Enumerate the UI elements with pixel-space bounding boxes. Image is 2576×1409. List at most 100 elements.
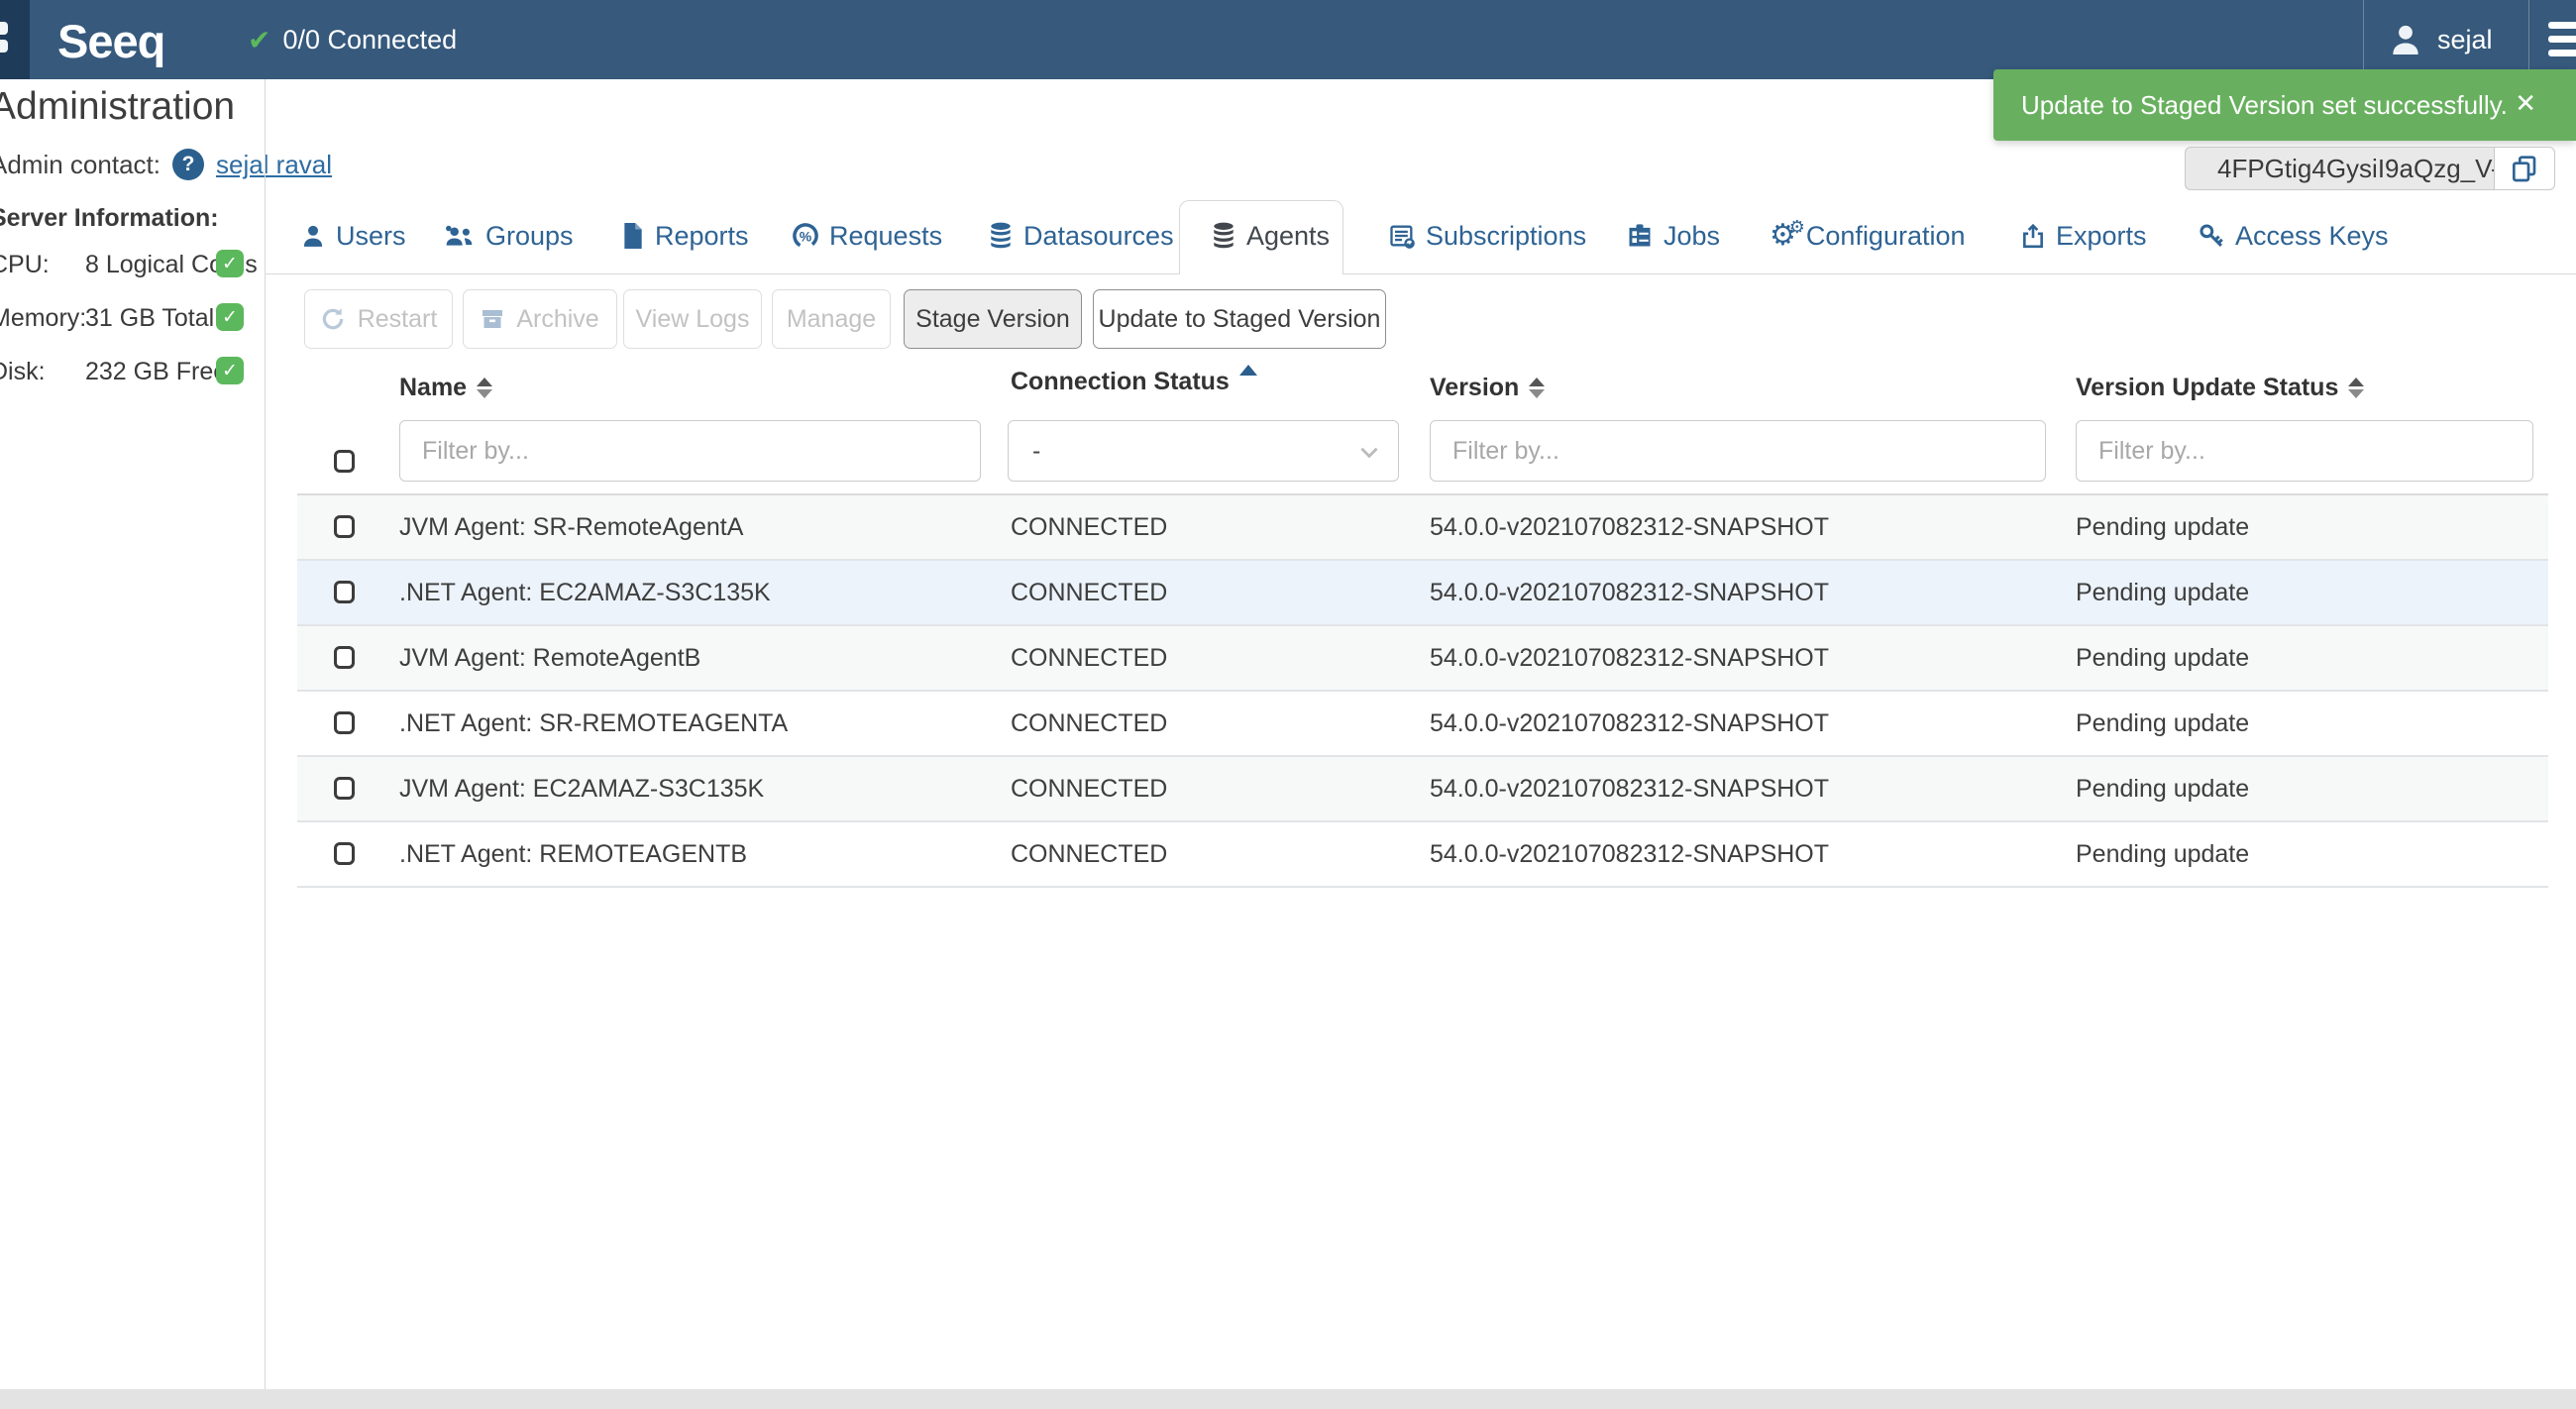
tab-exports[interactable]: Exports	[2020, 198, 2147, 273]
version-cell: 54.0.0-v202107082312-SNAPSHOT	[1430, 626, 1829, 692]
user-icon	[300, 223, 326, 249]
admin-contact-link[interactable]: sejal raval	[216, 150, 332, 180]
table-row[interactable]: .NET Agent: SR-REMOTEAGENTA CONNECTED 54…	[297, 692, 2548, 757]
toast-close-icon[interactable]: ✕	[2515, 89, 2536, 119]
connection-status-cell: CONNECTED	[1011, 822, 1167, 888]
copy-button[interactable]	[2494, 147, 2555, 190]
connection-status-cell: CONNECTED	[1011, 561, 1167, 626]
connection-status-cell: CONNECTED	[1011, 757, 1167, 822]
version-update-status-cell: Pending update	[2076, 626, 2249, 692]
user-menu[interactable]: sejal	[2388, 0, 2493, 79]
archive-button[interactable]: Archive	[463, 289, 617, 349]
tab-agents[interactable]: Agents	[1211, 198, 1330, 273]
disk-value: 232 GB Free	[85, 358, 227, 386]
agent-name-cell: JVM Agent: SR-RemoteAgentA	[399, 495, 743, 561]
grid-dot-icon	[0, 22, 8, 35]
database-icon	[1211, 222, 1236, 250]
select-all-checkbox[interactable]	[334, 450, 355, 473]
server-info-row: Memory: 31 GB Total ✓	[0, 301, 214, 335]
column-header-name[interactable]: Name	[399, 367, 492, 408]
user-icon	[2388, 22, 2423, 57]
connection-status-cell: CONNECTED	[1011, 495, 1167, 561]
success-toast: Update to Staged Version set successfull…	[1993, 69, 2576, 141]
row-checkbox[interactable]	[334, 646, 355, 669]
user-name: sejal	[2437, 25, 2493, 55]
column-header-version-update-status[interactable]: Version Update Status	[2076, 367, 2364, 408]
svg-text:%: %	[800, 228, 812, 244]
memory-value: 31 GB Total	[85, 304, 214, 333]
stage-version-button[interactable]: Stage Version	[904, 289, 1082, 349]
app-grid-icon[interactable]	[0, 0, 30, 79]
version-update-status-cell: Pending update	[2076, 561, 2249, 626]
connection-status-filter-select[interactable]: -	[1008, 420, 1399, 482]
cpu-label: CPU:	[0, 251, 85, 279]
row-checkbox[interactable]	[334, 515, 355, 538]
version-update-status-cell: Pending update	[2076, 822, 2249, 888]
agent-name-cell: JVM Agent: EC2AMAZ-S3C135K	[399, 757, 764, 822]
table-row[interactable]: .NET Agent: REMOTEAGENTB CONNECTED 54.0.…	[297, 822, 2548, 888]
grid-dot-icon	[0, 40, 8, 53]
restart-button[interactable]: Restart	[304, 289, 453, 349]
check-icon: ✔	[248, 24, 270, 56]
table-row[interactable]: .NET Agent: EC2AMAZ-S3C135K CONNECTED 54…	[297, 561, 2548, 626]
agent-name-cell: .NET Agent: SR-REMOTEAGENTA	[399, 692, 788, 757]
archive-box-icon	[481, 307, 504, 331]
key-icon	[2198, 222, 2225, 250]
version-update-status-filter-input[interactable]	[2076, 420, 2533, 482]
report-file-icon	[621, 223, 645, 249]
server-info-row: CPU: 8 Logical Cores ✓	[0, 248, 258, 281]
agent-name-cell: .NET Agent: REMOTEAGENTB	[399, 822, 747, 888]
tab-access-keys[interactable]: Access Keys	[2198, 198, 2389, 273]
disk-label: Disk:	[0, 358, 85, 386]
check-badge-icon: ✓	[216, 250, 244, 277]
refresh-icon	[320, 306, 346, 332]
version-update-status-cell: Pending update	[2076, 495, 2249, 561]
tab-subscriptions[interactable]: Subscriptions	[1388, 198, 1586, 273]
tab-configuration[interactable]: ⚙⚙ Configuration	[1770, 198, 1966, 273]
name-filter-input[interactable]	[399, 420, 981, 482]
chevron-down-icon	[1356, 439, 1382, 465]
access-token-field[interactable]: 4FPGtig4GysiI9aQzg_V-	[2185, 147, 2494, 190]
tab-jobs[interactable]: Jobs	[1626, 198, 1720, 273]
memory-label: Memory:	[0, 304, 85, 333]
connection-status-cell: CONNECTED	[1011, 626, 1167, 692]
update-to-staged-version-button[interactable]: Update to Staged Version	[1093, 289, 1386, 349]
version-filter-input[interactable]	[1430, 420, 2046, 482]
briefcase-icon	[1626, 223, 1654, 249]
manage-button[interactable]: Manage	[772, 289, 891, 349]
access-token-group: 4FPGtig4GysiI9aQzg_V-	[2185, 147, 2555, 190]
question-circle-icon[interactable]: ?	[172, 149, 204, 180]
users-group-icon	[444, 223, 476, 249]
table-row[interactable]: JVM Agent: SR-RemoteAgentA CONNECTED 54.…	[297, 495, 2548, 561]
table-row[interactable]: JVM Agent: RemoteAgentB CONNECTED 54.0.0…	[297, 626, 2548, 692]
connection-status-cell: CONNECTED	[1011, 692, 1167, 757]
subscriptions-icon	[1388, 222, 1416, 250]
sort-icon	[1529, 378, 1545, 398]
row-checkbox[interactable]	[334, 777, 355, 800]
row-checkbox[interactable]	[334, 842, 355, 865]
horizontal-scrollbar[interactable]	[0, 1389, 2576, 1409]
tab-users[interactable]: Users	[300, 198, 406, 273]
seeq-logo[interactable]: Seeq	[57, 14, 164, 68]
server-info-row: Disk: 232 GB Free ✓	[0, 355, 227, 388]
connection-status[interactable]: ✔ 0/0 Connected	[248, 24, 457, 56]
table-body: JVM Agent: SR-RemoteAgentA CONNECTED 54.…	[297, 495, 2548, 888]
column-header-version[interactable]: Version	[1430, 367, 1545, 408]
tab-datasources[interactable]: Datasources	[988, 198, 1174, 273]
version-update-status-cell: Pending update	[2076, 692, 2249, 757]
top-navbar: Seeq ✔ 0/0 Connected sejal	[0, 0, 2576, 79]
row-checkbox[interactable]	[334, 581, 355, 603]
hamburger-menu-icon[interactable]	[2548, 22, 2576, 56]
table-row[interactable]: JVM Agent: EC2AMAZ-S3C135K CONNECTED 54.…	[297, 757, 2548, 822]
admin-contact: Admin contact: ? sejal raval	[0, 149, 332, 180]
view-logs-button[interactable]: View Logs	[623, 289, 762, 349]
tab-reports[interactable]: Reports	[621, 198, 749, 273]
tab-requests[interactable]: % Requests	[792, 198, 942, 273]
column-header-connection-status[interactable]: Connection Status	[1011, 361, 1257, 402]
gauge-icon: %	[792, 222, 819, 250]
row-checkbox[interactable]	[334, 711, 355, 734]
toast-message: Update to Staged Version set successfull…	[1993, 90, 2508, 121]
version-cell: 54.0.0-v202107082312-SNAPSHOT	[1430, 757, 1829, 822]
database-icon	[988, 222, 1014, 250]
tab-groups[interactable]: Groups	[444, 198, 574, 273]
